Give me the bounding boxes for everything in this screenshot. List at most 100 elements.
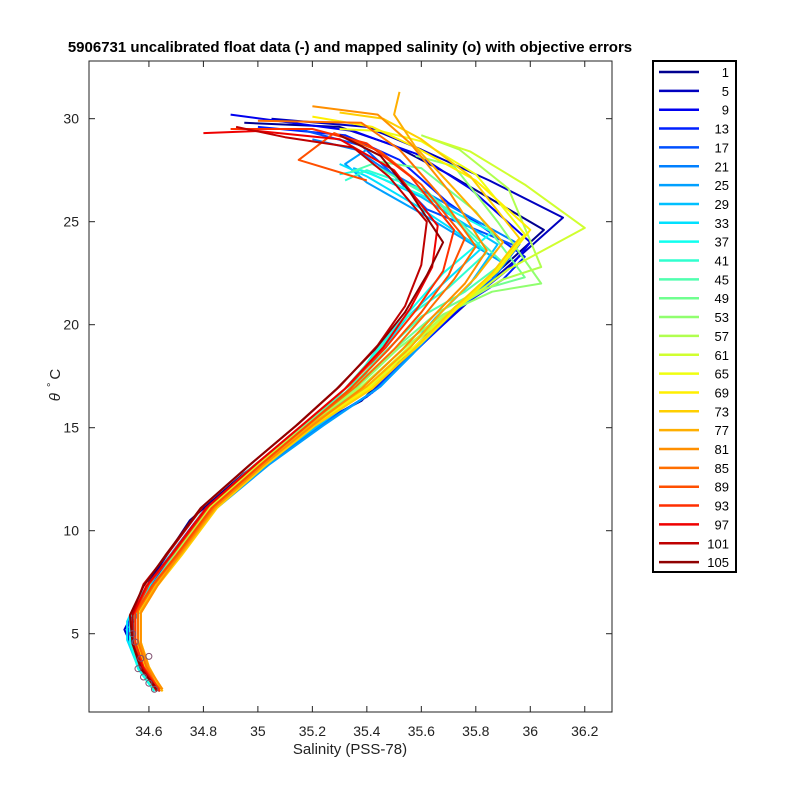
legend-item: 85: [659, 461, 729, 476]
mapped-marker: [150, 685, 158, 693]
legend-item: 81: [659, 442, 729, 457]
mapped-marker: [145, 652, 153, 660]
y-axis-label-unit: C: [47, 369, 64, 380]
x-tick-label: 35.6: [408, 723, 435, 739]
x-tick-label: 35.8: [462, 723, 489, 739]
y-axis-label-degree: °: [46, 383, 58, 387]
series-line-26: [131, 125, 428, 692]
legend-label: 105: [707, 555, 729, 570]
legend-label: 25: [715, 178, 729, 193]
legend-label: 69: [715, 385, 729, 400]
legend-item: 101: [659, 536, 729, 551]
legend-item: 1: [659, 65, 729, 80]
y-tick-label: 15: [63, 420, 79, 436]
legend-label: 33: [715, 216, 729, 231]
y-tick-label: 20: [63, 317, 79, 333]
legend-label: 97: [715, 517, 729, 532]
chart-title: 5906731 uncalibrated float data (-) and …: [68, 39, 632, 56]
x-axis: 34.6 34.8 35 35.2 35.4 35.6 35.8 36 36.2: [135, 61, 599, 739]
legend-item: 45: [659, 272, 729, 287]
legend-item: 9: [659, 103, 729, 118]
mapped-marker: [129, 630, 137, 638]
mapped-salinity-markers: [129, 630, 158, 693]
x-tick-label: 35: [250, 723, 266, 739]
y-tick-label: 5: [71, 626, 79, 642]
legend-label: 9: [722, 103, 729, 118]
legend-label: 17: [715, 140, 729, 155]
x-tick-label: 34.6: [135, 723, 162, 739]
legend-label: 77: [715, 423, 729, 438]
x-tick-label: 34.8: [190, 723, 217, 739]
legend-label: 61: [715, 348, 729, 363]
mapped-marker: [137, 654, 145, 662]
y-axis-label-symbol: θ: [47, 393, 64, 401]
legend-item: 33: [659, 216, 729, 231]
legend-item: 77: [659, 423, 729, 438]
x-tick-label: 35.2: [299, 723, 326, 739]
mapped-marker: [134, 665, 142, 673]
y-axis: 5 10 15 20 25 30: [63, 111, 612, 642]
legend-item: 57: [659, 329, 729, 344]
legend-item: 65: [659, 367, 729, 382]
y-tick-label: 25: [63, 214, 79, 230]
plot-area: 34.6 34.8 35 35.2 35.4 35.6 35.8 36 36.2 5 10 15 20…: [63, 60, 613, 739]
series-line-14: [134, 154, 543, 692]
legend-label: 57: [715, 329, 729, 344]
legend-item: 17: [659, 140, 729, 155]
legend-item: 29: [659, 197, 729, 212]
x-tick-label: 36: [522, 723, 538, 739]
legend-item: 5: [659, 84, 729, 99]
mapped-marker: [131, 638, 139, 646]
legend-label: 89: [715, 480, 729, 495]
legend-item: 69: [659, 385, 729, 400]
mapped-marker: [140, 673, 147, 681]
legend: 1 5 9 13 17 21 25 29 33 37 41 45 49 53 57 61 65 69 73 77 81 8…: [652, 60, 737, 573]
series-line-23: [134, 132, 466, 690]
legend-label: 93: [715, 499, 729, 514]
legend-label: 21: [715, 159, 729, 174]
y-tick-label: 30: [63, 111, 79, 127]
legend-item: 25: [659, 178, 729, 193]
legend-label: 65: [715, 367, 729, 382]
x-axis-label: Salinity (PSS-78): [293, 741, 407, 758]
legend-item: 89: [659, 480, 729, 495]
series-line-22: [137, 119, 477, 692]
legend-label: 85: [715, 461, 729, 476]
legend-item: 13: [659, 122, 729, 137]
legend-label: 1: [722, 65, 729, 80]
series-line-20: [139, 91, 504, 692]
legend-item: 49: [659, 291, 729, 306]
legend-label: 101: [707, 536, 729, 551]
series-line-24: [134, 128, 455, 692]
legend-item: 53: [659, 310, 729, 325]
x-tick-label: 36.2: [571, 723, 598, 739]
series-line-27: [128, 134, 445, 690]
legend-label: 5: [722, 84, 729, 99]
mapped-marker: [145, 679, 153, 687]
series-line-8: [128, 167, 499, 692]
axes-box: [88, 60, 613, 713]
legend-label: 53: [715, 310, 729, 325]
series-line-21: [139, 105, 488, 690]
legend-label: 81: [715, 442, 729, 457]
legend-item: 73: [659, 404, 729, 419]
legend-label: 49: [715, 291, 729, 306]
legend-item: 105: [659, 555, 729, 570]
legend-item: 37: [659, 235, 729, 250]
x-tick-label: 35.4: [353, 723, 380, 739]
legend-item: 41: [659, 254, 729, 269]
series-layer: [123, 91, 586, 693]
y-tick-label: 10: [63, 523, 79, 539]
legend-item: 21: [659, 159, 729, 174]
legend-item: 97: [659, 517, 729, 532]
legend-item: 61: [659, 348, 729, 363]
legend-label: 37: [715, 235, 729, 250]
series-line-25: [131, 130, 439, 690]
legend-item: 93: [659, 499, 729, 514]
legend-label: 41: [715, 254, 729, 269]
legend-label: 45: [715, 272, 729, 287]
legend-label: 29: [715, 197, 729, 212]
y-axis-label: θ ° C: [46, 369, 64, 402]
legend-label: 13: [715, 122, 729, 137]
